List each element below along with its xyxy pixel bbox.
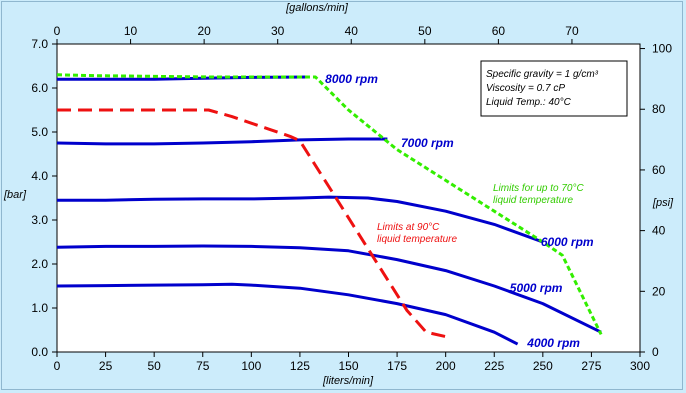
x-bottom-tick-label: 0 xyxy=(54,359,61,373)
y-left-axis-title: [bar] xyxy=(3,189,27,201)
x-top-tick-label: 60 xyxy=(492,24,506,38)
info-line-liquid-temp: Liquid Temp.: 40°C xyxy=(486,97,572,108)
x-bottom-tick-label: 275 xyxy=(581,359,601,373)
y-left-tick-label: 5.0 xyxy=(31,125,48,139)
info-box: Specific gravity = 1 g/cm³ Viscosity = 0… xyxy=(480,60,628,117)
x-bottom-tick-label: 75 xyxy=(196,359,210,373)
x-bottom-tick-label: 250 xyxy=(533,359,553,373)
y-right-tick-label: 60 xyxy=(652,163,666,177)
series-line-limits-for-up-to-70-c-liquid-temperature xyxy=(56,73,603,336)
x-bottom-tick-label: 125 xyxy=(290,359,310,373)
series-line-6000-rpm xyxy=(57,195,544,244)
y-left-tick-label: 4.0 xyxy=(31,169,48,183)
y-right-tick-label: 40 xyxy=(652,224,666,238)
y-right-tick-label: 20 xyxy=(652,284,666,298)
x-top-tick-label: 20 xyxy=(197,24,211,38)
x-top-tick-label: 10 xyxy=(124,24,138,38)
limit70-annotation-line2: liquid temperature xyxy=(493,195,573,206)
series-line-limits-at-90-c-liquid-temperature xyxy=(57,108,447,339)
y-right-tick-label: 80 xyxy=(652,102,666,116)
y-left-tick-label: 3.0 xyxy=(31,213,48,227)
x-bottom-tick-label: 25 xyxy=(99,359,113,373)
limit70-annotation-line1: Limits for up to 70°C xyxy=(493,183,584,194)
x-top-axis-title: [gallons/min] xyxy=(285,2,349,14)
x-top-tick-label: 40 xyxy=(345,24,359,38)
x-bottom-tick-label: 225 xyxy=(484,359,504,373)
info-box-frame xyxy=(480,60,628,117)
rpm-label-7000-rpm: 7000 rpm xyxy=(401,136,454,150)
x-top-tick-label: 70 xyxy=(565,24,579,38)
x-top-tick-label: 0 xyxy=(54,24,61,38)
x-bottom-tick-label: 100 xyxy=(241,359,261,373)
y-right-tick-label: 0 xyxy=(652,345,659,359)
x-top-tick-label: 50 xyxy=(418,24,432,38)
info-line-viscosity: Viscosity = 0.7 cP xyxy=(486,83,565,94)
y-left-tick-label: 2.0 xyxy=(31,257,48,271)
limit90-annotation-line1: Limits at 90°C xyxy=(377,222,440,233)
rpm-label-8000-rpm: 8000 rpm xyxy=(325,72,378,86)
y-left-tick-label: 0.0 xyxy=(31,345,48,359)
x-bottom-tick-label: 300 xyxy=(630,359,650,373)
limit90-annotation-line2: liquid temperature xyxy=(377,234,457,245)
series-line-4000-rpm xyxy=(56,282,519,346)
y-left-tick-label: 6.0 xyxy=(31,81,48,95)
x-bottom-tick-label: 50 xyxy=(147,359,161,373)
x-top-tick-label: 30 xyxy=(271,24,285,38)
y-left-tick-label: 7.0 xyxy=(31,37,48,51)
x-bottom-axis-title: [liters/min] xyxy=(322,375,374,387)
series-line-5000-rpm xyxy=(56,244,602,334)
rpm-label-5000-rpm: 5000 rpm xyxy=(510,281,563,295)
x-bottom-tick-label: 175 xyxy=(387,359,407,373)
info-line-specific-gravity: Specific gravity = 1 g/cm³ xyxy=(486,69,599,80)
y-right-tick-label: 100 xyxy=(652,42,672,56)
x-bottom-tick-label: 150 xyxy=(338,359,358,373)
rpm-label-4000-rpm: 4000 rpm xyxy=(526,336,580,350)
y-left-tick-label: 1.0 xyxy=(31,301,48,315)
rpm-label-6000-rpm: 6000 rpm xyxy=(541,235,594,249)
x-bottom-tick-label: 200 xyxy=(436,359,456,373)
y-right-axis-title: [psi] xyxy=(652,197,674,209)
series-line-7000-rpm xyxy=(56,137,388,146)
